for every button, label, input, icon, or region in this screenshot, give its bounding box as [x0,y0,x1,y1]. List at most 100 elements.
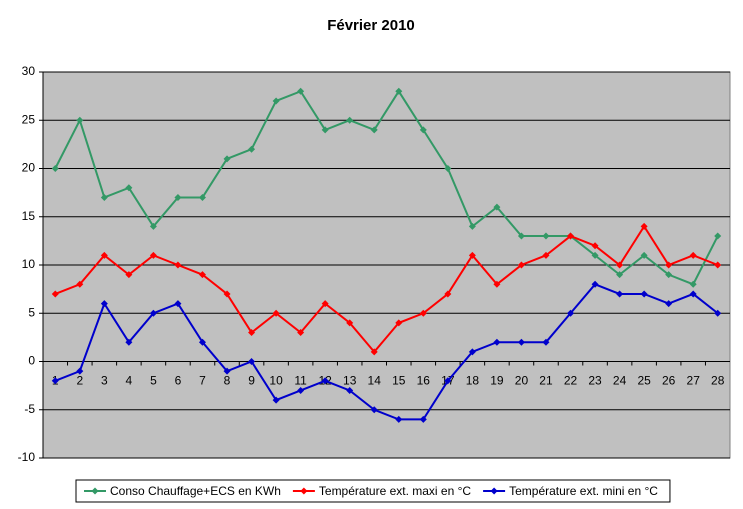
x-tick-label: 5 [150,374,157,388]
data-point [567,232,575,240]
legend-label: Température ext. mini en °C [509,484,658,498]
x-tick-label: 4 [126,374,133,388]
x-tick-label: 27 [687,374,701,388]
data-point [198,193,206,201]
data-point [493,338,501,346]
data-point [149,251,157,259]
data-point [248,145,256,153]
x-tick-label: 20 [515,374,529,388]
data-point [444,290,452,298]
x-tick-label: 28 [711,374,725,388]
y-tick-label: -5 [24,402,35,416]
legend-marker [490,487,498,495]
legend-label: Température ext. maxi en °C [319,484,472,498]
data-point [542,251,550,259]
data-point [444,165,452,172]
legend-marker [91,487,99,495]
data-point [76,116,84,124]
data-point [321,300,329,308]
data-point [297,386,305,394]
data-point [616,271,624,279]
series-line [54,89,719,286]
x-tick-label: 15 [392,374,406,388]
data-point [51,377,59,385]
x-tick-label: 7 [199,374,206,388]
data-point [419,309,427,317]
data-point [714,261,722,269]
data-point [493,280,501,288]
data-point [419,126,427,134]
data-point [174,300,182,308]
data-point [567,309,575,317]
data-point [714,232,722,240]
data-point [346,386,354,394]
data-point [223,290,231,298]
chart-title: Février 2010 [327,17,415,34]
data-point [468,348,476,356]
legend-label: Conso Chauffage+ECS en KWh [110,484,281,498]
data-point [395,415,403,423]
data-point [665,271,673,279]
data-point [149,222,157,230]
data-point [640,251,648,259]
data-point [272,97,280,105]
y-tick-label: 30 [22,64,36,78]
data-point [616,261,624,269]
data-point [346,116,354,124]
data-point [248,358,256,365]
data-point [689,290,697,298]
data-point [272,309,280,317]
x-tick-label: 9 [248,374,255,388]
data-point [198,271,206,279]
data-point [714,309,722,317]
x-tick-label: 19 [490,374,504,388]
data-point [272,396,280,404]
data-point [517,261,525,269]
data-point [444,377,452,385]
data-point [665,261,673,269]
series-line [54,283,719,421]
y-tick-label: 0 [28,354,35,368]
x-tick-label: 10 [269,374,283,388]
x-tick-label: 21 [539,374,553,388]
data-point [76,367,84,375]
data-point [542,232,550,240]
data-point [517,232,525,240]
data-point [174,193,182,201]
x-tick-label: 11 [294,374,307,388]
x-tick-label: 16 [417,374,431,388]
data-point [297,329,305,337]
x-tick-label: 13 [343,374,357,388]
y-tick-label: -10 [18,450,36,464]
data-point [370,348,378,356]
data-point [468,251,476,259]
x-tick-label: 24 [613,374,627,388]
x-tick-label: 2 [76,374,83,388]
data-point [395,319,403,327]
legend-marker [300,487,308,495]
data-point [321,377,329,385]
data-point [517,338,525,346]
x-tick-label: 22 [564,374,578,388]
data-point [346,319,354,327]
data-point [370,126,378,134]
x-tick-label: 26 [662,374,676,388]
data-point [591,251,599,259]
y-tick-label: 10 [22,257,36,271]
data-point [125,338,133,346]
data-point [51,165,59,172]
data-point [223,155,231,163]
data-point [149,309,157,317]
data-point [125,184,133,192]
data-point [297,87,305,95]
x-tick-label: 25 [637,374,651,388]
data-point [76,280,84,288]
x-tick-label: 8 [224,374,231,388]
legend-box [75,479,671,503]
data-point [174,261,182,269]
data-point [591,242,599,250]
data-point [125,271,133,279]
data-point [493,203,501,211]
data-point [689,251,697,259]
